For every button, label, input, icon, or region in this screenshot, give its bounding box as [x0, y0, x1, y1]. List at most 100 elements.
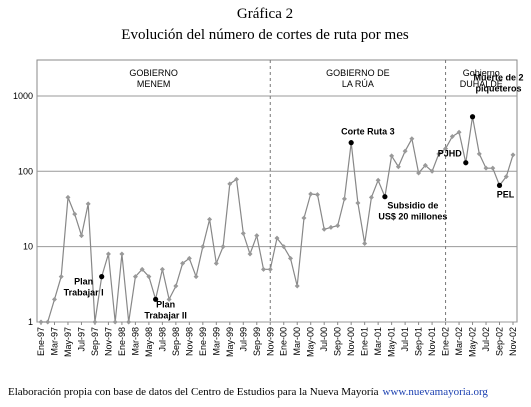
x-tick-label: Nov-01 — [427, 327, 437, 356]
x-tick-label: Jul-98 — [157, 327, 167, 352]
data-point — [490, 165, 496, 171]
data-point — [234, 176, 240, 182]
data-point — [213, 260, 219, 266]
x-tick-label: May-01 — [387, 327, 397, 357]
x-tick-label: Mar-01 — [373, 327, 383, 356]
x-tick-label: Jul-02 — [481, 327, 491, 352]
x-tick-label: Nov-98 — [184, 327, 194, 356]
data-point — [112, 319, 118, 325]
data-point — [105, 251, 111, 257]
data-point — [78, 233, 84, 239]
data-point — [321, 226, 327, 232]
data-point — [186, 255, 192, 261]
data-point — [308, 191, 314, 197]
data-point — [422, 162, 428, 168]
data-point — [173, 283, 179, 289]
period-label: LA RÚA — [342, 79, 374, 89]
x-tick-label: Ene-98 — [117, 327, 127, 356]
data-point — [139, 266, 145, 272]
data-point — [456, 129, 462, 135]
x-tick-label: Mar-97 — [49, 327, 59, 356]
data-point — [126, 319, 132, 325]
annotation: piqueteros — [476, 84, 522, 94]
data-point — [301, 215, 307, 221]
y-tick-label: 10 — [23, 242, 33, 252]
data-point — [436, 151, 442, 157]
annotation: Corte Ruta 3 — [341, 127, 395, 137]
period-label: GOBIERNO DE — [326, 68, 390, 78]
x-tick-label: Jul-99 — [238, 327, 248, 352]
data-point — [51, 296, 57, 302]
x-tick-label: Mar-02 — [454, 327, 464, 356]
data-point — [193, 274, 199, 280]
data-point — [510, 152, 516, 158]
annotation: PJHD — [438, 149, 463, 159]
x-tick-label: Mar-00 — [292, 327, 302, 356]
data-point — [375, 177, 381, 183]
annotation: Plan — [74, 277, 93, 287]
data-point — [503, 174, 509, 180]
y-tick-label: 100 — [18, 166, 33, 176]
data-point — [395, 164, 401, 170]
x-tick-label: Nov-00 — [346, 327, 356, 356]
source-link[interactable]: www.nuevamayoria.org — [383, 386, 489, 398]
x-tick-label: May-00 — [306, 327, 316, 357]
x-tick-label: May-98 — [144, 327, 154, 357]
data-point — [58, 274, 64, 280]
x-tick-label: Mar-99 — [211, 327, 221, 356]
period-label: Gobierno — [463, 68, 500, 78]
annotation: PEL — [497, 189, 515, 199]
data-point — [483, 165, 489, 171]
x-tick-label: Sep-98 — [171, 327, 181, 356]
data-point — [92, 319, 98, 325]
period-label: DUHALDE — [460, 79, 503, 89]
chart-subtitle: Evolución del número de cortes de ruta p… — [121, 27, 409, 43]
x-tick-label: Sep-01 — [414, 327, 424, 356]
data-point — [341, 196, 347, 202]
data-point — [274, 235, 280, 241]
x-tick-label: Sep-99 — [252, 327, 262, 356]
annotation: Trabajar I — [64, 288, 104, 298]
annotation-marker — [153, 296, 159, 302]
x-tick-label: Sep-97 — [90, 327, 100, 356]
data-point — [166, 296, 172, 302]
data-point — [409, 136, 415, 142]
x-tick-label: Ene-99 — [198, 327, 208, 356]
data-point — [335, 223, 341, 229]
x-tick-label: May-99 — [225, 327, 235, 357]
data-point — [267, 266, 273, 272]
x-tick-label: Nov-97 — [103, 327, 113, 356]
annotation: Muerte de 2 — [474, 73, 524, 83]
annotation-marker — [99, 274, 105, 280]
annotation-marker — [496, 182, 503, 188]
source-text: Elaboración propia con base de datos del… — [8, 386, 379, 398]
x-tick-label: Ene-02 — [441, 327, 451, 356]
x-tick-label: May-97 — [63, 327, 73, 357]
x-tick-label: Jul-00 — [319, 327, 329, 352]
data-point — [328, 224, 334, 230]
data-point — [443, 146, 449, 152]
data-point — [240, 230, 246, 236]
annotation-marker — [382, 194, 388, 200]
data-point — [476, 151, 482, 157]
data-point — [314, 192, 320, 198]
data-point — [146, 274, 152, 280]
data-point — [159, 266, 165, 272]
x-tick-label: May-02 — [468, 327, 478, 357]
annotation: US$ 20 millones — [378, 212, 447, 222]
data-point — [281, 244, 287, 250]
data-point — [416, 170, 422, 176]
data-point — [287, 255, 293, 261]
plot-frame — [36, 59, 518, 323]
x-tick-label: Nov-99 — [265, 327, 275, 356]
data-point — [65, 194, 71, 200]
annotation-marker — [469, 114, 476, 120]
data-point — [389, 153, 395, 159]
annotation: Trabajar II — [144, 310, 187, 320]
data-point — [180, 260, 186, 266]
x-tick-label: Sep-02 — [495, 327, 505, 356]
annotation: Plan — [156, 299, 175, 309]
data-point — [261, 266, 267, 272]
data-point — [294, 283, 300, 289]
